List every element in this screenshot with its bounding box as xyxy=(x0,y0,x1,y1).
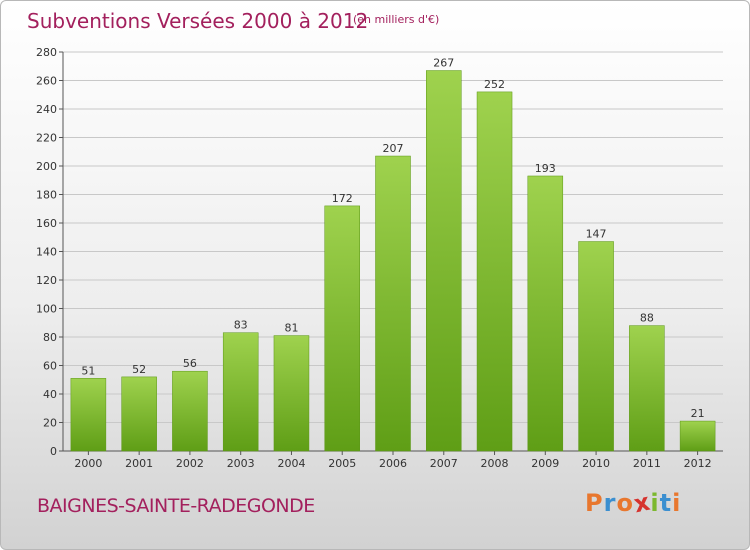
y-tick-label: 20 xyxy=(43,417,57,430)
y-tick-label: 40 xyxy=(43,388,57,401)
bar-value-label: 147 xyxy=(586,228,607,241)
unit-note: (en milliers d'€) xyxy=(353,13,440,26)
bar-value-label: 252 xyxy=(484,78,505,91)
x-tick-label: 2007 xyxy=(430,457,458,470)
logo-letter: t xyxy=(659,489,673,517)
bar-2000 xyxy=(70,378,107,452)
x-tick-label: 2012 xyxy=(684,457,712,470)
x-tick-label: 2001 xyxy=(125,457,153,470)
y-tick-label: 160 xyxy=(36,217,57,230)
y-tick-label: 240 xyxy=(36,103,57,116)
bar-2001 xyxy=(121,376,157,452)
y-tick-label: 0 xyxy=(50,445,57,458)
bar-value-label: 21 xyxy=(691,407,705,420)
bar-2010 xyxy=(578,241,614,452)
logo-letter: i xyxy=(672,489,682,517)
labels: 0 20 40 60 80 100 120 140 160 180 200 220 240 260 280 5… xyxy=(36,46,712,470)
logo-letter: i xyxy=(650,489,660,517)
logo-letter: o xyxy=(616,489,634,517)
bar-2006 xyxy=(375,155,411,452)
bar-value-label: 83 xyxy=(234,319,248,332)
y-tick-label: 60 xyxy=(43,360,57,373)
x-tick-label: 2004 xyxy=(277,457,305,470)
y-tick-label: 220 xyxy=(36,132,57,145)
bar-value-label: 52 xyxy=(132,363,146,376)
bar-2007 xyxy=(426,70,462,452)
x-tick-label: 2008 xyxy=(481,457,509,470)
commune-name: BAIGNES-SAINTE-RADEGONDE xyxy=(37,495,315,517)
x-tick-label: 2006 xyxy=(379,457,407,470)
y-tick-label: 140 xyxy=(36,246,57,259)
y-tick-label: 120 xyxy=(36,274,57,287)
bar-value-label: 207 xyxy=(383,142,404,155)
x-tick-label: 2000 xyxy=(74,457,102,470)
bar-2011 xyxy=(629,325,665,452)
y-tick-label: 200 xyxy=(36,160,57,173)
bar-value-label: 193 xyxy=(535,162,556,175)
bar-2005 xyxy=(324,205,360,452)
logo-letter: r xyxy=(603,489,617,517)
x-tick-label: 2005 xyxy=(328,457,356,470)
x-tick-label: 2003 xyxy=(227,457,255,470)
bar-2002 xyxy=(172,370,208,452)
logo-letter: P xyxy=(585,489,604,517)
bar-2004 xyxy=(273,335,310,452)
bars xyxy=(70,70,716,452)
bar-2009 xyxy=(527,175,564,452)
bar-2008 xyxy=(476,91,513,452)
y-tick-label: 280 xyxy=(36,46,57,59)
proxiti-logo[interactable]: Proxiti xyxy=(585,488,682,519)
bar-value-label: 56 xyxy=(183,357,197,370)
x-tick-label: 2009 xyxy=(531,457,559,470)
y-tick-label: 100 xyxy=(36,303,57,316)
x-tick-label: 2010 xyxy=(582,457,610,470)
chart-title: Subventions Versées 2000 à 2012 xyxy=(27,9,369,33)
bar-2012 xyxy=(679,420,716,452)
bar-value-label: 88 xyxy=(640,312,654,325)
x-tick-label: 2011 xyxy=(633,457,661,470)
bar-value-label: 267 xyxy=(433,57,454,70)
bar-value-label: 81 xyxy=(284,322,298,335)
bar-value-label: 172 xyxy=(332,192,353,205)
bar-value-label: 51 xyxy=(81,364,95,377)
y-tick-label: 180 xyxy=(36,189,57,202)
y-tick-label: 80 xyxy=(43,331,57,344)
bar-2003 xyxy=(222,332,259,452)
x-tick-label: 2002 xyxy=(176,457,204,470)
y-tick-label: 260 xyxy=(36,75,57,88)
